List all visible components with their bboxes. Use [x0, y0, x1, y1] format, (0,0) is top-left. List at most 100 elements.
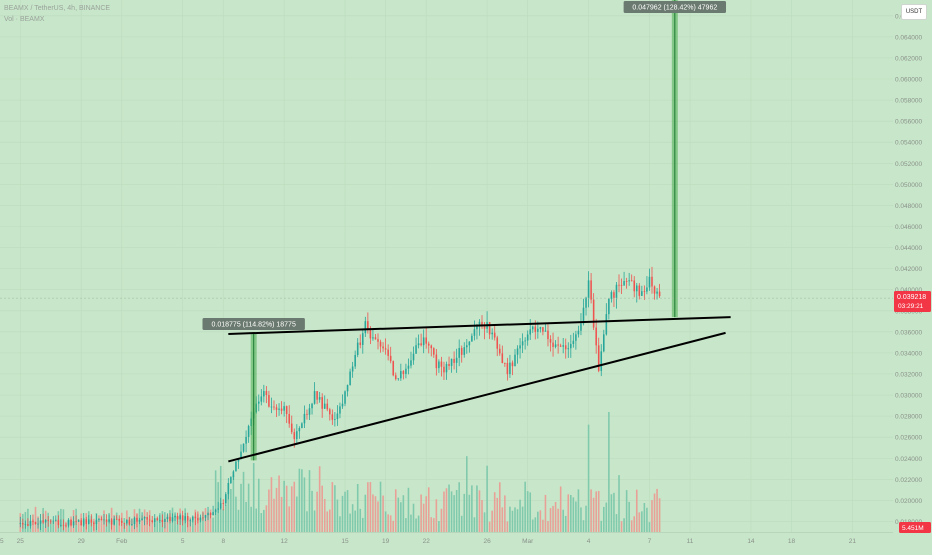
volume-bar	[643, 503, 646, 532]
volume-bar	[651, 500, 653, 532]
candle-body	[280, 408, 283, 411]
price-tag	[894, 290, 931, 312]
volume-bar	[496, 497, 499, 532]
volume-bar	[301, 469, 303, 532]
candle-body	[265, 391, 268, 395]
volume-bar	[192, 520, 194, 532]
candle-body	[32, 520, 34, 522]
y-tick-label: 0.034000	[895, 350, 922, 357]
candle-body	[263, 391, 265, 397]
candle-body	[240, 451, 242, 460]
candle-body	[623, 281, 625, 286]
candle-body	[230, 477, 232, 484]
y-tick-label: 0.060000	[895, 77, 922, 84]
candle-body	[47, 519, 49, 521]
volume-bar	[519, 499, 521, 532]
volume-bar	[407, 487, 410, 532]
candle-body	[438, 361, 440, 369]
candle-body	[377, 339, 379, 342]
candle-body	[308, 408, 311, 415]
volume-bar	[445, 488, 448, 532]
candle-body	[316, 391, 318, 400]
candle-body	[22, 523, 24, 525]
volume-bar	[450, 491, 453, 532]
candle-body	[212, 512, 214, 515]
x-tick-label: 4	[587, 538, 591, 545]
candle-body	[468, 341, 471, 346]
volume-bar	[605, 502, 608, 532]
candle-body	[179, 515, 181, 520]
candle-body	[455, 357, 458, 363]
volume-bar	[207, 511, 209, 532]
candle-body	[341, 403, 344, 407]
x-tick-label: 8	[221, 538, 225, 545]
y-tick-label: 0.042000	[895, 266, 922, 273]
volume-bar	[394, 489, 397, 532]
volume-bar	[237, 509, 240, 532]
volume-bar	[214, 470, 217, 532]
candle-body	[544, 330, 547, 332]
volume-bar	[592, 497, 595, 532]
candle-body	[95, 519, 98, 525]
candle-body	[245, 436, 247, 444]
candle-body	[405, 368, 407, 375]
candle-body	[427, 343, 430, 346]
candle-body	[587, 280, 590, 298]
volume-bar	[334, 485, 336, 532]
candle-body	[564, 345, 567, 350]
volume-bar	[49, 519, 52, 532]
volume-bar	[225, 504, 227, 532]
candle-body	[156, 518, 159, 521]
measure-label-box	[202, 317, 305, 330]
candle-body	[65, 525, 67, 527]
volume-bar	[311, 490, 313, 532]
candle-body	[204, 515, 207, 518]
volume-bar	[285, 485, 288, 532]
candle-body	[635, 285, 638, 292]
volume-bar	[483, 512, 486, 532]
candle-body	[275, 407, 278, 410]
volume-bar	[570, 494, 572, 532]
y-tick-label: 0.032000	[895, 371, 922, 378]
candle-body	[443, 366, 445, 373]
volume-bar	[166, 514, 169, 532]
volume-bar	[280, 496, 283, 532]
measure-label-box	[623, 1, 727, 13]
y-tick-label: 0.050000	[895, 182, 922, 189]
volume-bar	[275, 487, 278, 532]
candle-body	[521, 341, 524, 346]
candle-body	[103, 519, 105, 521]
volume-bar	[435, 499, 438, 532]
candle-body	[491, 332, 493, 335]
candle-body	[143, 517, 146, 519]
volume-bar	[440, 508, 443, 532]
volume-bar	[354, 510, 356, 532]
candle-body	[90, 519, 93, 523]
candle-body	[80, 520, 82, 526]
x-tick-label: 18	[788, 538, 796, 545]
volume-bar	[625, 490, 628, 532]
currency-button[interactable]: USDT	[901, 4, 927, 20]
candle-body	[296, 431, 298, 440]
candle-body	[430, 345, 433, 349]
volume-bar	[521, 506, 524, 532]
volume-bar	[273, 498, 275, 532]
candle-body	[108, 519, 110, 522]
candle-body	[77, 520, 80, 522]
bar-countdown: 03:29:21	[898, 303, 924, 310]
volume-bar	[557, 508, 559, 532]
volume-bar	[296, 496, 298, 532]
volume-bar	[323, 498, 326, 532]
volume-bar	[303, 477, 306, 532]
candle-body	[412, 353, 415, 361]
volume-bar	[199, 519, 202, 532]
volume-bar	[293, 481, 296, 532]
volume-bar	[222, 509, 225, 532]
volume-bar	[397, 497, 400, 532]
volume-bar	[351, 504, 354, 532]
candle-body	[595, 327, 597, 346]
candle-body	[488, 322, 491, 335]
volume-bar	[318, 466, 321, 532]
